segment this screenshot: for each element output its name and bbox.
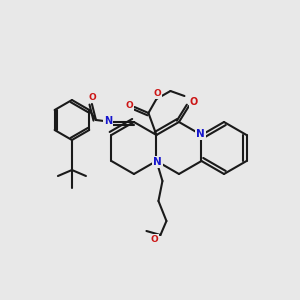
Text: N: N <box>196 129 205 139</box>
Text: N: N <box>153 157 162 167</box>
Text: O: O <box>88 92 96 101</box>
Text: O: O <box>190 97 198 107</box>
Text: O: O <box>154 89 161 98</box>
Text: N: N <box>104 116 112 126</box>
Text: O: O <box>151 235 158 244</box>
Text: O: O <box>126 101 133 110</box>
